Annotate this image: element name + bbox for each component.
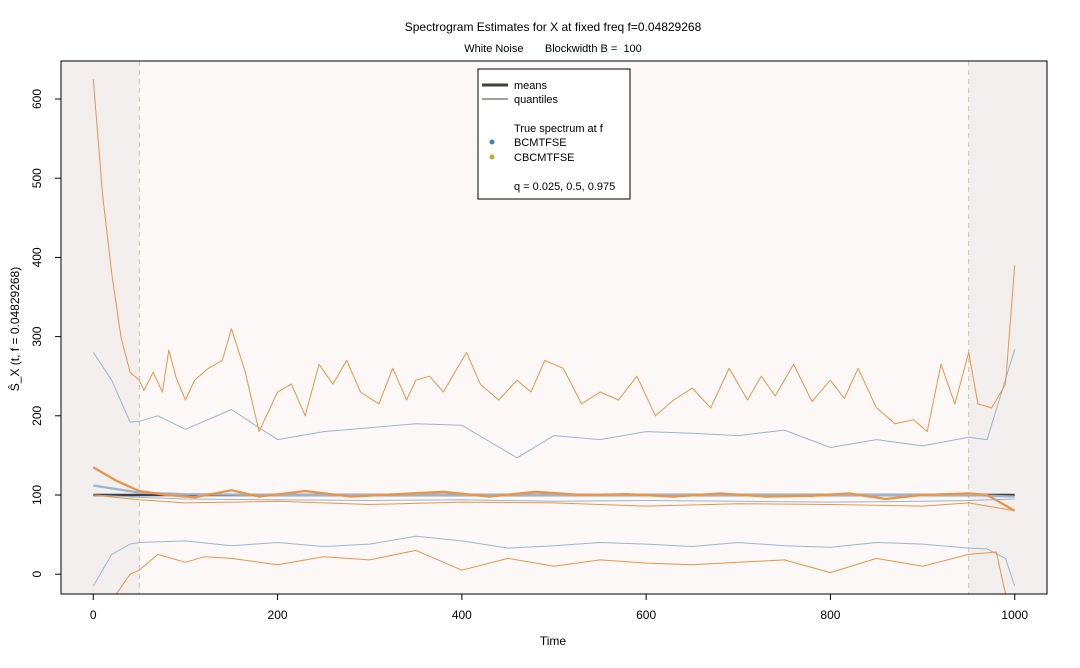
shaded-region-1	[968, 61, 1047, 594]
cbcmtfse-q05-line	[93, 494, 1015, 512]
x-tick-label-600: 600	[636, 608, 656, 622]
x-tick-label-800: 800	[820, 608, 840, 622]
legend-cbcmtfse-dot	[489, 154, 495, 160]
legend: means quantiles True spectrum at f BCMTF…	[477, 68, 631, 200]
y-tick-label-300: 300	[30, 326, 44, 346]
legend-bcmtfse-dot	[489, 139, 495, 145]
legend-true-spectrum-label: True spectrum at f	[514, 123, 604, 135]
cbcmtfse-q0025-line	[115, 549, 1006, 594]
bcmtfse-q0975-line	[92, 349, 1016, 459]
cbcmtfse-mean-line	[92, 466, 1016, 512]
y-tick-label-0: 0	[30, 571, 44, 578]
chart-title: Spectrogram Estimates for X at fixed fre…	[405, 20, 702, 34]
y-tick-label-400: 400	[30, 247, 44, 267]
y-tick-label-200: 200	[30, 405, 44, 425]
cbcmtfse-q0975-line	[92, 79, 1016, 433]
y-tick-label-600: 600	[30, 89, 44, 109]
legend-bcmtfse-label: BCMTFSE	[514, 137, 567, 149]
bcmtfse-q05-line	[93, 494, 1015, 503]
y-axis-label: Ŝ_X (t, f = 0.04829268)	[7, 267, 22, 391]
series-layer	[92, 79, 1016, 594]
x-axis-label: Time	[540, 634, 567, 648]
x-tick-label-1000: 1000	[1001, 608, 1028, 622]
legend-quantile-levels: q = 0.025, 0.5, 0.975	[514, 181, 615, 193]
chart-subtitle: White Noise Blockwidth B = 100	[464, 43, 642, 55]
legend-means-label: means	[514, 80, 548, 92]
x-tick-label-400: 400	[452, 608, 472, 622]
legend-quantiles-label: quantiles	[514, 94, 559, 106]
bcmtfse-q0025-line	[92, 535, 1016, 587]
legend-cbcmtfse-label: CBCMTFSE	[514, 152, 575, 164]
legend-box	[477, 68, 631, 200]
shaded-region-0	[61, 61, 140, 594]
series-group	[92, 79, 1016, 594]
y-tick-label-100: 100	[30, 485, 44, 505]
axes: 0 200 400 600 800 1000 0 100 200 300 400 500 600	[30, 60, 1048, 622]
y-tick-label-500: 500	[30, 168, 44, 188]
x-tick-label-0: 0	[90, 608, 97, 622]
x-tick-label-200: 200	[268, 608, 288, 622]
